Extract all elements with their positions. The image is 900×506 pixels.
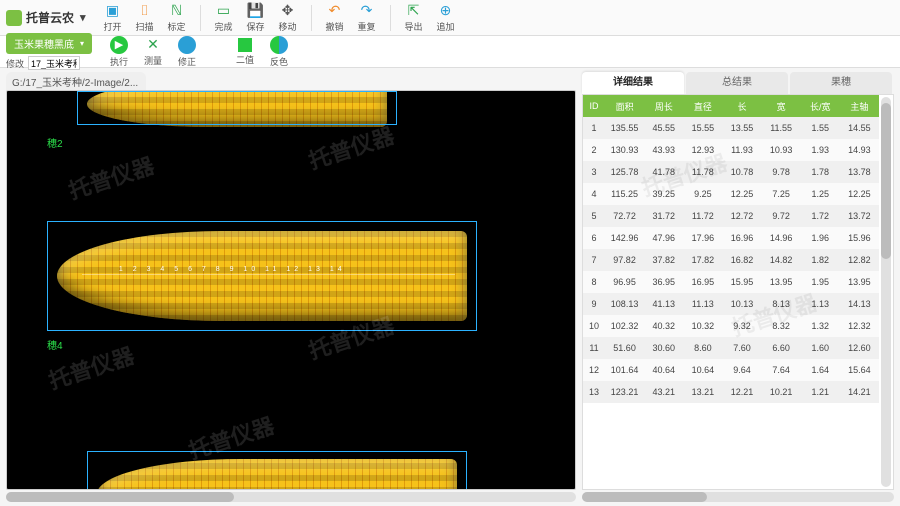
move-icon: ✥ bbox=[280, 3, 296, 19]
table-row[interactable]: 1151.6030.608.607.606.601.6012.60 bbox=[583, 337, 879, 359]
result-tabs: 详细结果 总结果 果穗 bbox=[582, 72, 894, 94]
table-row[interactable]: 4115.2539.259.2512.257.251.2512.25 bbox=[583, 183, 879, 205]
image-path: G:/17_玉米考种/2-Image/2... bbox=[6, 72, 146, 90]
brand-logo-icon bbox=[6, 10, 22, 26]
ear-label-2: 穗2 bbox=[47, 135, 63, 150]
tab-total[interactable]: 总结果 bbox=[686, 72, 788, 94]
table-row[interactable]: 572.7231.7211.7212.729.721.7213.72 bbox=[583, 205, 879, 227]
main-toolbar: 托普云农 ▾ ▣打开 ⌷扫描 ℕ标定 ▭完成 💾保存 ✥移动 ↶撤销 ↷重复 ⇱… bbox=[0, 0, 900, 36]
move-button[interactable]: ✥移动 bbox=[273, 1, 303, 35]
tab-ear[interactable]: 果穗 bbox=[790, 72, 892, 94]
corn-ear: 1 2 3 4 5 6 7 8 9 10 11 12 13 14 bbox=[57, 231, 467, 321]
table-row[interactable]: 13123.2143.2113.2112.2110.211.2114.21 bbox=[583, 381, 879, 403]
results-panel: 详细结果 总结果 果穗 ID 面积 周长 直径 长 宽 长/宽 主轴 1135.… bbox=[580, 68, 900, 506]
table-body: 1135.5545.5515.5513.5511.551.5514.552130… bbox=[583, 117, 879, 403]
table-row[interactable]: 10102.3240.3210.329.328.321.3212.32 bbox=[583, 315, 879, 337]
separator bbox=[311, 5, 312, 31]
fix-icon bbox=[178, 36, 196, 54]
fix-button[interactable]: 修正 bbox=[172, 35, 202, 69]
ear-label-4: 穗4 bbox=[47, 337, 63, 352]
binary-button[interactable]: 二值 bbox=[230, 35, 260, 69]
tab-detail[interactable]: 详细结果 bbox=[582, 72, 684, 94]
table-row[interactable]: 896.9536.9516.9515.9513.951.9513.95 bbox=[583, 271, 879, 293]
scan-icon: ⌷ bbox=[137, 3, 153, 19]
export-button[interactable]: ⇱导出 bbox=[399, 1, 429, 35]
measurement-line: 1 2 3 4 5 6 7 8 9 10 11 12 13 14 bbox=[82, 274, 455, 275]
scan-button[interactable]: ⌷扫描 bbox=[130, 1, 160, 35]
export-icon: ⇱ bbox=[406, 3, 422, 19]
save-button[interactable]: 💾保存 bbox=[241, 1, 271, 35]
run-button[interactable]: ▶执行 bbox=[104, 35, 134, 69]
measure-button[interactable]: ✕测量 bbox=[138, 35, 168, 69]
mark-button[interactable]: ℕ标定 bbox=[162, 1, 192, 35]
open-icon: ▣ bbox=[105, 3, 121, 19]
secondary-toolbar: 玉米果穗黑底 修改 ▶执行 ✕测量 修正 二值 反色 bbox=[0, 36, 900, 68]
image-hscroll[interactable] bbox=[6, 492, 576, 502]
mark-icon: ℕ bbox=[169, 3, 185, 19]
measure-icon: ✕ bbox=[145, 37, 161, 53]
image-canvas[interactable]: 穗2 1 2 3 4 5 6 7 8 9 10 11 12 13 14 穗4 托… bbox=[6, 90, 576, 490]
template-combo[interactable]: 玉米果穗黑底 bbox=[6, 33, 92, 54]
binary-icon bbox=[238, 38, 252, 52]
brand-name: 托普云农 bbox=[26, 9, 74, 26]
append-button[interactable]: ⊕追加 bbox=[431, 1, 461, 35]
append-icon: ⊕ bbox=[438, 3, 454, 19]
open-button[interactable]: ▣打开 bbox=[98, 1, 128, 35]
play-icon: ▶ bbox=[110, 36, 128, 54]
separator bbox=[390, 5, 391, 31]
table-header: ID 面积 周长 直径 长 宽 长/宽 主轴 bbox=[583, 95, 879, 117]
table-vscroll[interactable] bbox=[881, 97, 891, 487]
invert-button[interactable]: 反色 bbox=[264, 35, 294, 69]
separator bbox=[200, 5, 201, 31]
done-button[interactable]: ▭完成 bbox=[209, 1, 239, 35]
bounding-box[interactable] bbox=[77, 91, 397, 125]
brand[interactable]: 托普云农 ▾ bbox=[6, 9, 86, 26]
results-table: ID 面积 周长 直径 长 宽 长/宽 主轴 1135.5545.5515.55… bbox=[583, 95, 879, 489]
redo-icon: ↷ bbox=[359, 3, 375, 19]
table-row[interactable]: 2130.9343.9312.9311.9310.931.9314.93 bbox=[583, 139, 879, 161]
undo-button[interactable]: ↶撤销 bbox=[320, 1, 350, 35]
brand-dropdown-icon: ▾ bbox=[80, 11, 86, 24]
redo-button[interactable]: ↷重复 bbox=[352, 1, 382, 35]
invert-icon bbox=[270, 36, 288, 54]
table-row[interactable]: 3125.7841.7811.7810.789.781.7813.78 bbox=[583, 161, 879, 183]
undo-icon: ↶ bbox=[327, 3, 343, 19]
table-row[interactable]: 6142.9647.9617.9616.9614.961.9615.96 bbox=[583, 227, 879, 249]
image-panel: G:/17_玉米考种/2-Image/2... 穗2 1 2 3 4 5 6 7… bbox=[0, 68, 580, 506]
save-icon: 💾 bbox=[248, 3, 264, 19]
table-row[interactable]: 797.8237.8217.8216.8214.821.8212.82 bbox=[583, 249, 879, 271]
table-hscroll[interactable] bbox=[582, 492, 894, 502]
table-row[interactable]: 12101.6440.6410.649.647.641.6415.64 bbox=[583, 359, 879, 381]
done-icon: ▭ bbox=[216, 3, 232, 19]
table-row[interactable]: 1135.5545.5515.5513.5511.551.5514.55 bbox=[583, 117, 879, 139]
table-row[interactable]: 9108.1341.1311.1310.138.131.1314.13 bbox=[583, 293, 879, 315]
watermark: 托普仪器 bbox=[64, 148, 158, 206]
